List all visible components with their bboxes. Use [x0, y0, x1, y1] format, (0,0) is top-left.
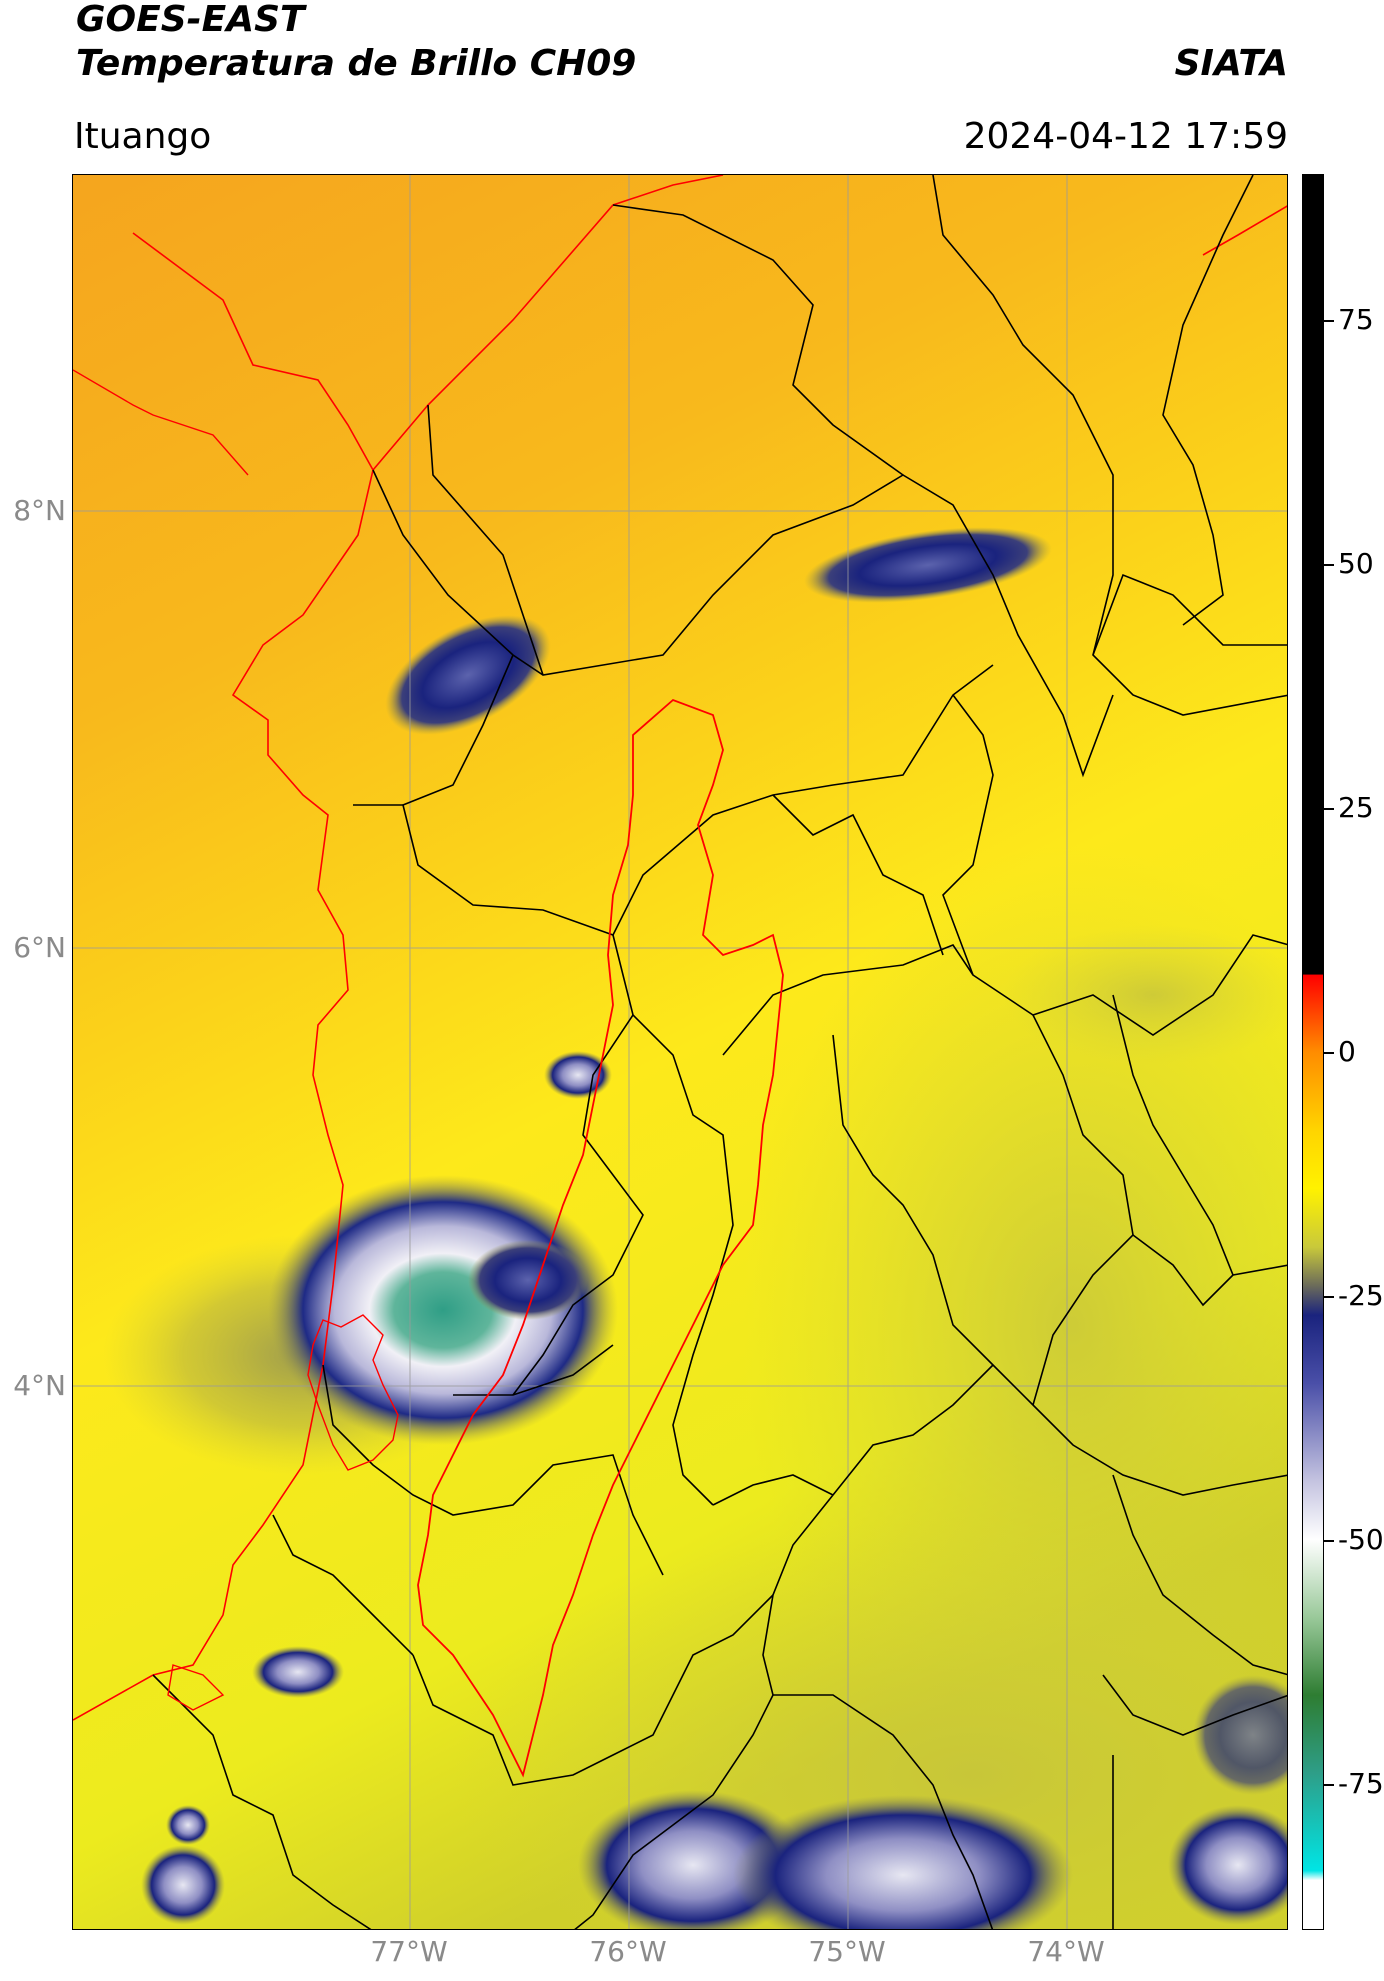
lat-label-8n: 8°N [13, 494, 66, 527]
location-label: Ituango [74, 116, 212, 157]
colorbar-tick [1324, 564, 1334, 567]
department-boundaries [152, 175, 1287, 1929]
lon-label-75w: 75°W [808, 1935, 886, 1968]
title-line-1: GOES-EAST [76, 0, 305, 40]
convective-cell-northeast [804, 527, 1052, 603]
colorbar-tick-label: 25 [1338, 791, 1374, 825]
graticule [73, 175, 1287, 1929]
lon-label-76w: 76°W [589, 1935, 667, 1968]
colorbar-tick [1324, 320, 1334, 323]
title-line-2: Temperatura de Brillo CH09 [76, 43, 637, 84]
colorbar-tick-label: 50 [1338, 547, 1374, 581]
colorbar [1302, 174, 1324, 1930]
colorbar-tick-label: -25 [1338, 1278, 1384, 1312]
colorbar-tick-label: 75 [1338, 303, 1374, 337]
colorbar-tick [1324, 1539, 1334, 1542]
lon-label-77w: 77°W [370, 1935, 448, 1968]
credit-label: SIATA [1174, 43, 1288, 84]
convective-cell-mid [544, 1051, 612, 1099]
map-canvas [73, 175, 1287, 1929]
colorbar-tick-label: -75 [1338, 1766, 1384, 1800]
map-panel[interactable] [72, 174, 1288, 1930]
colorbar-tick-label: -50 [1338, 1522, 1384, 1556]
timestamp-label: 2024-04-12 17:59 [963, 116, 1288, 157]
lat-label-4n: 4°N [13, 1369, 66, 1402]
lon-label-74w: 74°W [1027, 1935, 1105, 1968]
convective-cell-north [385, 615, 551, 735]
colorbar-tick [1324, 1052, 1334, 1054]
colorbar-tick [1324, 1295, 1334, 1298]
coastline [73, 232, 374, 1721]
convective-cell-southwest [252, 1646, 344, 1698]
ituango-region-outline [417, 698, 784, 1778]
lat-label-6n: 6°N [13, 931, 66, 964]
colorbar-tick-label: 0 [1338, 1035, 1356, 1068]
colorbar-tick [1324, 1783, 1334, 1786]
colorbar-tick [1324, 808, 1334, 811]
